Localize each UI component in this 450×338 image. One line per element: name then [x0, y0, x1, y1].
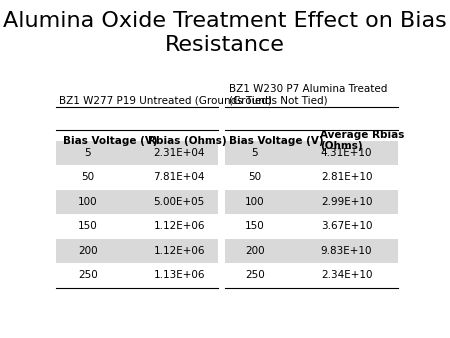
Text: 5: 5 — [252, 148, 258, 158]
Text: 100: 100 — [78, 197, 98, 207]
Text: 2.81E+10: 2.81E+10 — [321, 172, 372, 183]
Text: 100: 100 — [245, 197, 265, 207]
Text: 1.13E+06: 1.13E+06 — [153, 270, 205, 280]
Text: Rbias (Ohms): Rbias (Ohms) — [148, 136, 226, 145]
Text: 5: 5 — [84, 148, 91, 158]
Text: Bias Voltage (V): Bias Voltage (V) — [63, 136, 158, 145]
Text: 9.83E+10: 9.83E+10 — [321, 246, 372, 256]
Text: 3.67E+10: 3.67E+10 — [321, 221, 372, 231]
Text: 1.12E+06: 1.12E+06 — [153, 246, 205, 256]
Text: Alumina Oxide Treatment Effect on Bias
Resistance: Alumina Oxide Treatment Effect on Bias R… — [3, 11, 447, 55]
Text: 1.12E+06: 1.12E+06 — [153, 221, 205, 231]
Text: BZ1 W277 P19 Untreated (Grounds Tied): BZ1 W277 P19 Untreated (Grounds Tied) — [59, 95, 272, 105]
Text: 2.99E+10: 2.99E+10 — [321, 197, 372, 207]
Bar — [225, 239, 398, 263]
Text: 2.31E+04: 2.31E+04 — [153, 148, 205, 158]
Text: Average Rbias
(Ohms): Average Rbias (Ohms) — [320, 130, 405, 151]
Text: 2.34E+10: 2.34E+10 — [321, 270, 372, 280]
Text: 150: 150 — [78, 221, 98, 231]
Text: 200: 200 — [245, 246, 265, 256]
Text: 50: 50 — [248, 172, 261, 183]
Bar — [225, 190, 398, 214]
Text: 4.31E+10: 4.31E+10 — [321, 148, 372, 158]
Bar — [56, 239, 218, 263]
Text: Bias Voltage (V): Bias Voltage (V) — [229, 136, 323, 145]
Text: 200: 200 — [78, 246, 98, 256]
Text: 50: 50 — [81, 172, 94, 183]
Bar — [56, 190, 218, 214]
Text: 5.00E+05: 5.00E+05 — [153, 197, 205, 207]
Bar — [56, 141, 218, 165]
Text: BZ1 W230 P7 Alumina Treated
(Grounds Not Tied): BZ1 W230 P7 Alumina Treated (Grounds Not… — [229, 84, 387, 105]
Text: 150: 150 — [245, 221, 265, 231]
Bar — [225, 141, 398, 165]
Text: 250: 250 — [245, 270, 265, 280]
Text: 7.81E+04: 7.81E+04 — [153, 172, 205, 183]
Text: 250: 250 — [78, 270, 98, 280]
